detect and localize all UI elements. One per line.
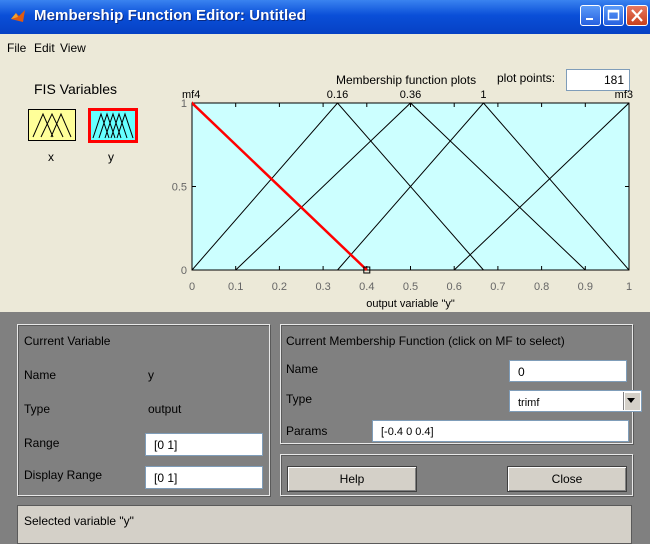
mf-name-input[interactable]: 0 — [509, 360, 627, 382]
mf-triangles-icon — [32, 112, 72, 138]
mf-type-dropdown[interactable]: trimf — [509, 390, 642, 412]
maximize-button[interactable] — [603, 5, 624, 26]
x-tick-label: 0.5 — [403, 281, 418, 293]
close-window-button[interactable] — [626, 5, 648, 26]
menu-edit[interactable]: Edit — [34, 41, 55, 55]
matlab-logo-icon — [11, 10, 25, 22]
title-bar[interactable]: Membership Function Editor: Untitled — [0, 0, 650, 34]
mf-curve-0-16 — [192, 102, 484, 271]
dropdown-arrow[interactable] — [623, 392, 640, 410]
range-label: Range — [24, 436, 60, 450]
x-tick-label: 0 — [189, 281, 195, 293]
plot-points-label: plot points: — [497, 71, 556, 85]
mf-curve-mf3 — [453, 102, 629, 271]
fis-variable-y[interactable] — [88, 108, 138, 143]
x-tick-label: 1 — [626, 281, 632, 293]
variable-name-value: y — [148, 368, 154, 382]
variable-type-label: Type — [24, 402, 51, 416]
maximize-icon — [607, 9, 620, 21]
y-tick-label: 1 — [181, 98, 187, 110]
y-tick-label: 0 — [181, 265, 187, 277]
x-tick-label: 0.1 — [228, 281, 243, 293]
mf-type-label: Type — [286, 392, 313, 406]
mf-peak-label: mf3 — [615, 89, 633, 101]
minimize-icon — [586, 18, 593, 20]
x-tick-label: 0.4 — [359, 281, 374, 293]
membership-function-plot[interactable]: 0 0.1 0.2 0.3 0.4 0.5 0.6 0.7 0.8 0.9 1 0 0.5 1 output… — [0, 0, 650, 312]
display-range-input[interactable]: [0 1] — [145, 466, 263, 489]
display-range-label: Display Range — [24, 468, 103, 482]
x-tick-label: 0.3 — [315, 281, 330, 293]
mf-peak-label: 0.36 — [400, 89, 421, 101]
variable-type-value: output — [148, 402, 182, 416]
menu-view[interactable]: View — [60, 41, 86, 55]
current-mf-heading: Current Membership Function (click on MF… — [286, 334, 565, 348]
menu-bar: File Edit View — [0, 34, 650, 62]
mf-triangles-icon — [92, 112, 134, 139]
x-axis-label: output variable "y" — [366, 298, 455, 310]
x-tick-label: 0.9 — [578, 281, 593, 293]
x-tick-label: 0.7 — [490, 281, 505, 293]
params-label: Params — [286, 424, 328, 438]
mf-peak-label: 1 — [480, 89, 486, 101]
close-button[interactable]: Close — [507, 466, 627, 492]
range-input[interactable]: [0 1] — [145, 433, 263, 456]
current-mf-panel — [280, 324, 633, 444]
y-tick-label: 0.5 — [172, 182, 187, 194]
variable-name-label: Name — [24, 368, 57, 382]
x-tick-label: 0.2 — [272, 281, 287, 293]
mf-peak-label: mf4 — [182, 89, 200, 101]
fis-variables-heading: FIS Variables — [34, 81, 117, 97]
current-variable-panel — [17, 324, 270, 496]
plot-title: Membership function plots — [336, 73, 477, 87]
status-text: Selected variable "y" — [24, 514, 134, 528]
fis-variable-y-label: y — [108, 150, 114, 164]
mf-peak-label: 0.16 — [327, 89, 348, 101]
window-title: Membership Function Editor: Untitled — [34, 7, 306, 24]
help-button[interactable]: Help — [287, 466, 417, 492]
plot-points-input[interactable]: 181 — [566, 69, 630, 91]
x-tick-label: 0.6 — [447, 281, 462, 293]
mf-curve-1 — [337, 102, 629, 271]
params-input[interactable]: [-0.4 0 0.4] — [372, 420, 629, 442]
mf-curve-0-36 — [235, 102, 586, 271]
close-icon — [631, 9, 643, 22]
menu-file[interactable]: File — [7, 41, 27, 55]
x-tick-label: 0.8 — [534, 281, 549, 293]
mf-curve-mf4 — [192, 101, 368, 271]
fis-variable-x-label: x — [48, 150, 54, 164]
mf-name-label: Name — [286, 362, 319, 376]
mf-vertex-marker — [363, 266, 371, 274]
minimize-button[interactable] — [580, 5, 601, 26]
current-variable-heading: Current Variable — [24, 334, 111, 348]
chevron-down-icon — [627, 398, 635, 403]
mf-type-value: trimf — [518, 397, 540, 409]
button-panel — [280, 454, 633, 496]
fis-variable-x[interactable] — [28, 109, 76, 141]
